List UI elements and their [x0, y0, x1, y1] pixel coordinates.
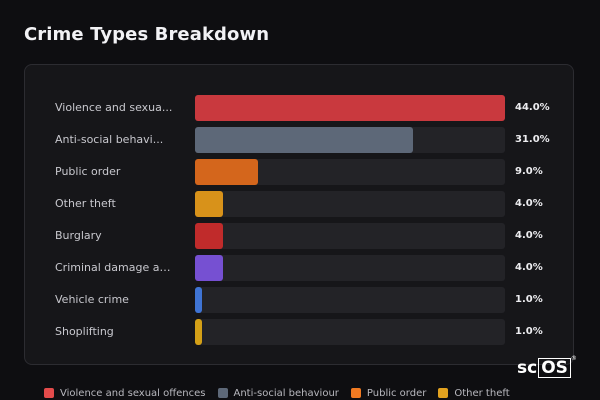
bar-row: Vehicle crime 1.0% — [25, 287, 573, 313]
category-label: Vehicle crime — [55, 293, 129, 306]
value-label: 4.0% — [515, 230, 543, 241]
bar-track — [195, 319, 505, 345]
legend-swatch — [44, 388, 54, 398]
bar — [195, 223, 224, 249]
bar — [195, 191, 224, 217]
bar-row: Shoplifting 1.0% — [25, 319, 573, 345]
category-label: Shoplifting — [55, 325, 114, 338]
category-label: Public order — [55, 165, 121, 178]
bar-row: Violence and sexua... 44.0% — [25, 95, 573, 121]
scos-logo: sc OS ® — [517, 355, 577, 379]
bar — [195, 159, 259, 185]
legend-item: Public order — [350, 386, 427, 400]
bar — [195, 319, 203, 345]
legend-label: Anti-social behaviour — [233, 387, 339, 399]
legend-item: Violence and sexual offences — [44, 386, 206, 400]
bar — [195, 255, 224, 281]
bar-track — [195, 159, 505, 185]
category-label: Other theft — [55, 197, 116, 210]
bar-track — [195, 95, 505, 121]
legend-swatch — [217, 388, 228, 398]
chart-card: Violence and sexua... 44.0% Anti-social be… — [24, 64, 574, 365]
legend-label: Public order — [366, 387, 427, 399]
chart-legend: Violence and sexual offences Anti-social … — [44, 386, 510, 400]
bar-track — [195, 191, 505, 217]
value-label: 1.0% — [515, 294, 543, 305]
value-label: 4.0% — [515, 262, 543, 273]
legend-label: Other theft — [454, 387, 510, 399]
bar-track — [195, 127, 505, 153]
value-label: 9.0% — [515, 166, 543, 177]
bar-row: Criminal damage an... 4.0% — [25, 255, 573, 281]
category-label: Violence and sexua... — [55, 101, 173, 114]
logo-registered-mark: ® — [570, 355, 577, 362]
bar-track — [195, 287, 505, 313]
logo-text-box: OS — [538, 358, 571, 378]
value-label: 4.0% — [515, 198, 543, 209]
legend-swatch — [438, 388, 449, 398]
bar-row: Burglary 4.0% — [25, 223, 573, 249]
legend-swatch — [350, 388, 361, 398]
bar — [195, 95, 505, 121]
bar-rows: Violence and sexua... 44.0% Anti-social be… — [25, 65, 573, 364]
category-label: Criminal damage an... — [55, 261, 175, 274]
chart-title: Crime Types Breakdown — [24, 24, 270, 45]
bar-row: Other theft 4.0% — [25, 191, 573, 217]
bar-row: Public order 9.0% — [25, 159, 573, 185]
bar — [195, 287, 203, 313]
logo-text-prefix: sc — [517, 358, 538, 378]
legend-item: Anti-social behaviour — [217, 386, 339, 400]
bar — [195, 127, 414, 153]
legend-label: Violence and sexual offences — [60, 387, 206, 399]
category-label: Burglary — [55, 229, 102, 242]
value-label: 31.0% — [515, 134, 550, 145]
bar-track — [195, 255, 505, 281]
legend-item: Other theft — [438, 386, 510, 400]
value-label: 44.0% — [515, 102, 550, 113]
value-label: 1.0% — [515, 326, 543, 337]
category-label: Anti-social behavi... — [55, 133, 164, 146]
bar-row: Anti-social behavi... 31.0% — [25, 127, 573, 153]
bar-track — [195, 223, 505, 249]
